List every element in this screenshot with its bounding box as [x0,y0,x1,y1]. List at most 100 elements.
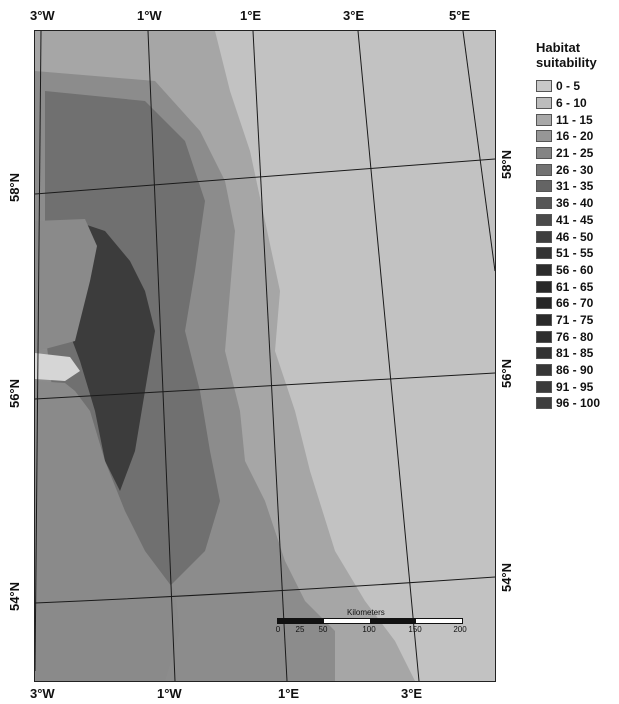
legend-swatch [536,313,552,326]
estuary [35,353,80,381]
lon-label-top: 3°W [30,8,55,23]
legend-label: 26 - 30 [556,162,594,177]
legend-label: 16 - 20 [556,129,594,144]
habitat-map [34,30,496,682]
legend-swatch [536,180,552,193]
lon-label-bottom: 1°E [278,686,300,701]
meridian-3e [357,31,420,681]
legend-item: 76 - 80 [536,328,619,345]
legend-label: 66 - 70 [556,296,594,311]
legend-swatch [536,397,552,410]
legend-title-line: Habitat [536,40,581,55]
lon-label-top: 1°W [137,8,162,23]
meridian-1e [252,31,288,681]
scale-tick: 150 [408,625,422,634]
land-north [35,219,97,351]
legend-label: 21 - 25 [556,146,594,161]
lat-label-left: 56°N [7,378,23,409]
legend-item: 41 - 45 [536,212,619,229]
legend-title: Habitat suitability [536,40,619,70]
legend-label: 61 - 65 [556,279,594,294]
legend-item: 61 - 65 [536,278,619,295]
meridian-3w [35,31,42,672]
legend-swatch [536,280,552,293]
legend-item: 56 - 60 [536,262,619,279]
legend-item: 46 - 50 [536,228,619,245]
scale-tick: 50 [318,625,328,634]
lat-label-right: 56°N [499,358,515,389]
legend-item: 66 - 70 [536,295,619,312]
scale-segment [370,619,416,623]
lat-label-left: 54°N [7,581,23,612]
legend-item: 91 - 95 [536,378,619,395]
legend-items: 0 - 5 6 - 10 11 - 15 16 - 20 21 - 25 26 - 30 3… [536,78,619,412]
legend-item: 71 - 75 [536,312,619,329]
legend-swatch [536,330,552,343]
legend-label: 71 - 75 [556,312,594,327]
legend-label: 0 - 5 [556,79,581,94]
legend-swatch [536,247,552,260]
legend-label: 36 - 40 [556,196,594,211]
legend-label: 51 - 55 [556,246,594,261]
lat-label-left: 58°N [7,172,23,203]
legend-label: 96 - 100 [556,396,601,411]
legend-label: 86 - 90 [556,363,594,378]
legend-label: 56 - 60 [556,262,594,277]
legend-swatch [536,197,552,210]
legend-label: 91 - 95 [556,379,594,394]
legend-swatch [536,230,552,243]
scale-tick: 0 [275,625,281,634]
parallel-58n [35,158,495,195]
legend-label: 76 - 80 [556,329,594,344]
legend: Habitat suitability 0 - 5 6 - 10 11 - 15 16… [536,40,619,412]
parallel-54n [35,576,495,604]
scale-tick: 200 [453,625,467,634]
legend-swatch [536,80,552,93]
meridian-1w [147,31,176,681]
scale-track [277,618,463,624]
legend-swatch [536,130,552,143]
legend-label: 46 - 50 [556,229,594,244]
legend-label: 11 - 15 [556,112,593,127]
meridian-5e [462,31,495,272]
map-canvas [35,31,495,681]
legend-swatch [536,147,552,160]
legend-item: 11 - 15 [536,111,619,128]
graticule [35,31,495,681]
lon-label-bottom: 3°W [30,686,55,701]
lat-label-right: 58°N [499,149,515,180]
legend-swatch [536,113,552,126]
scale-title: Kilometers [347,608,385,617]
legend-swatch [536,263,552,276]
lat-label-right: 54°N [499,562,515,593]
scale-tick: 25 [295,625,305,634]
legend-label: 6 - 10 [556,96,587,111]
legend-swatch [536,380,552,393]
scale-bar: Kilometers 0 25 50 100 150 200 [275,608,467,638]
legend-title-line: suitability [536,55,597,70]
legend-label: 31 - 35 [556,179,594,194]
legend-item: 51 - 55 [536,245,619,262]
lon-label-top: 1°E [240,8,262,23]
legend-swatch [536,364,552,377]
land-south [35,381,180,681]
legend-item: 36 - 40 [536,195,619,212]
lon-label-bottom: 1°W [157,686,182,701]
legend-swatch [536,297,552,310]
legend-swatch [536,213,552,226]
legend-item: 21 - 25 [536,145,619,162]
lon-label-top: 3°E [343,8,365,23]
legend-swatch [536,97,552,110]
legend-item: 86 - 90 [536,362,619,379]
legend-item: 16 - 20 [536,128,619,145]
legend-item: 0 - 5 [536,78,619,95]
legend-item: 26 - 30 [536,161,619,178]
legend-label: 41 - 45 [556,212,594,227]
legend-swatch [536,347,552,360]
legend-item: 81 - 85 [536,345,619,362]
scale-segment [278,619,324,623]
legend-item: 31 - 35 [536,178,619,195]
legend-item: 96 - 100 [536,395,619,412]
lon-label-top: 5°E [449,8,471,23]
legend-item: 6 - 10 [536,95,619,112]
